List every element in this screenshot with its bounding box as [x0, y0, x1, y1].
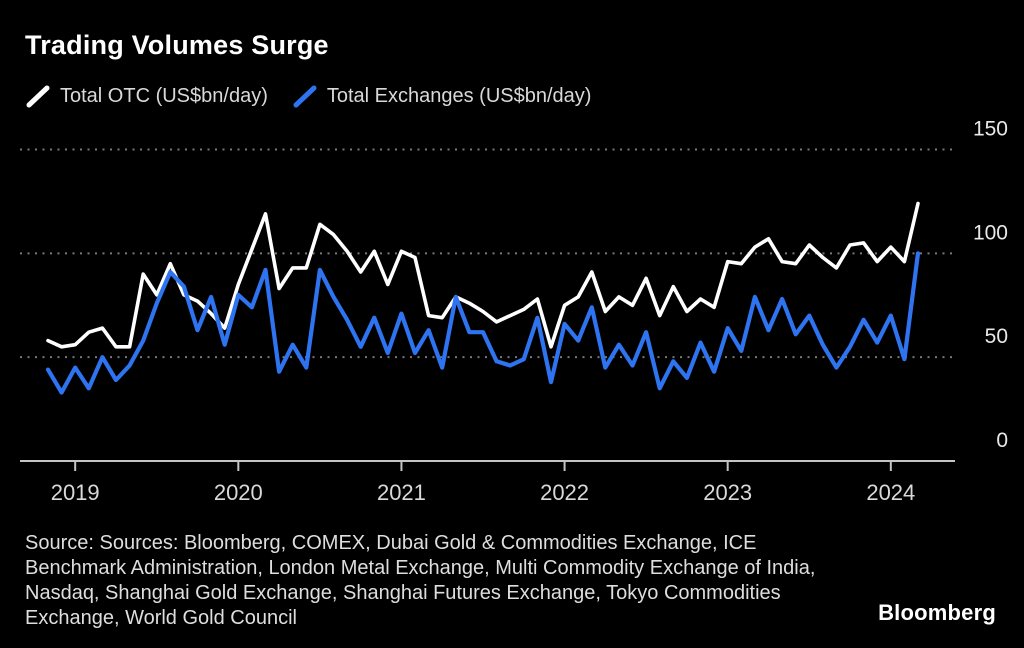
legend-item-total-otc: Total OTC (US$bn/day): [25, 83, 268, 109]
legend-label-total-otc: Total OTC (US$bn/day): [60, 84, 268, 107]
chart-title: Trading Volumes Surge: [25, 30, 329, 60]
x-axis-label-2024: 2024: [866, 480, 915, 505]
y-axis-label-50: 50: [985, 325, 1008, 348]
legend: Total OTC (US$bn/day) Total Exchanges (U…: [25, 83, 591, 109]
bloomberg-logo: Bloomberg: [878, 600, 996, 625]
x-axis-label-2020: 2020: [214, 480, 263, 505]
source-text: Source: Sources: Bloomberg, COMEX, Dubai…: [25, 532, 816, 629]
x-axis-label-2021: 2021: [377, 480, 426, 505]
y-axis-label-100: 100: [973, 221, 1008, 244]
x-axis-label-2022: 2022: [540, 480, 589, 505]
legend-item-total-exchanges: Total Exchanges (US$bn/day): [292, 83, 592, 109]
exchanges-line-key-icon: [293, 85, 317, 108]
x-axis-label-2023: 2023: [703, 480, 752, 505]
exchanges-series-line: [45, 251, 921, 395]
otc-line-key-icon: [26, 85, 50, 108]
otc-series-line: [46, 201, 920, 349]
y-axis-label-150: 150: [973, 118, 1008, 141]
x-axis-label-2019: 2019: [51, 480, 100, 505]
legend-label-total-exchanges: Total Exchanges (US$bn/day): [326, 84, 592, 107]
y-axis-label-0: 0: [996, 429, 1008, 452]
